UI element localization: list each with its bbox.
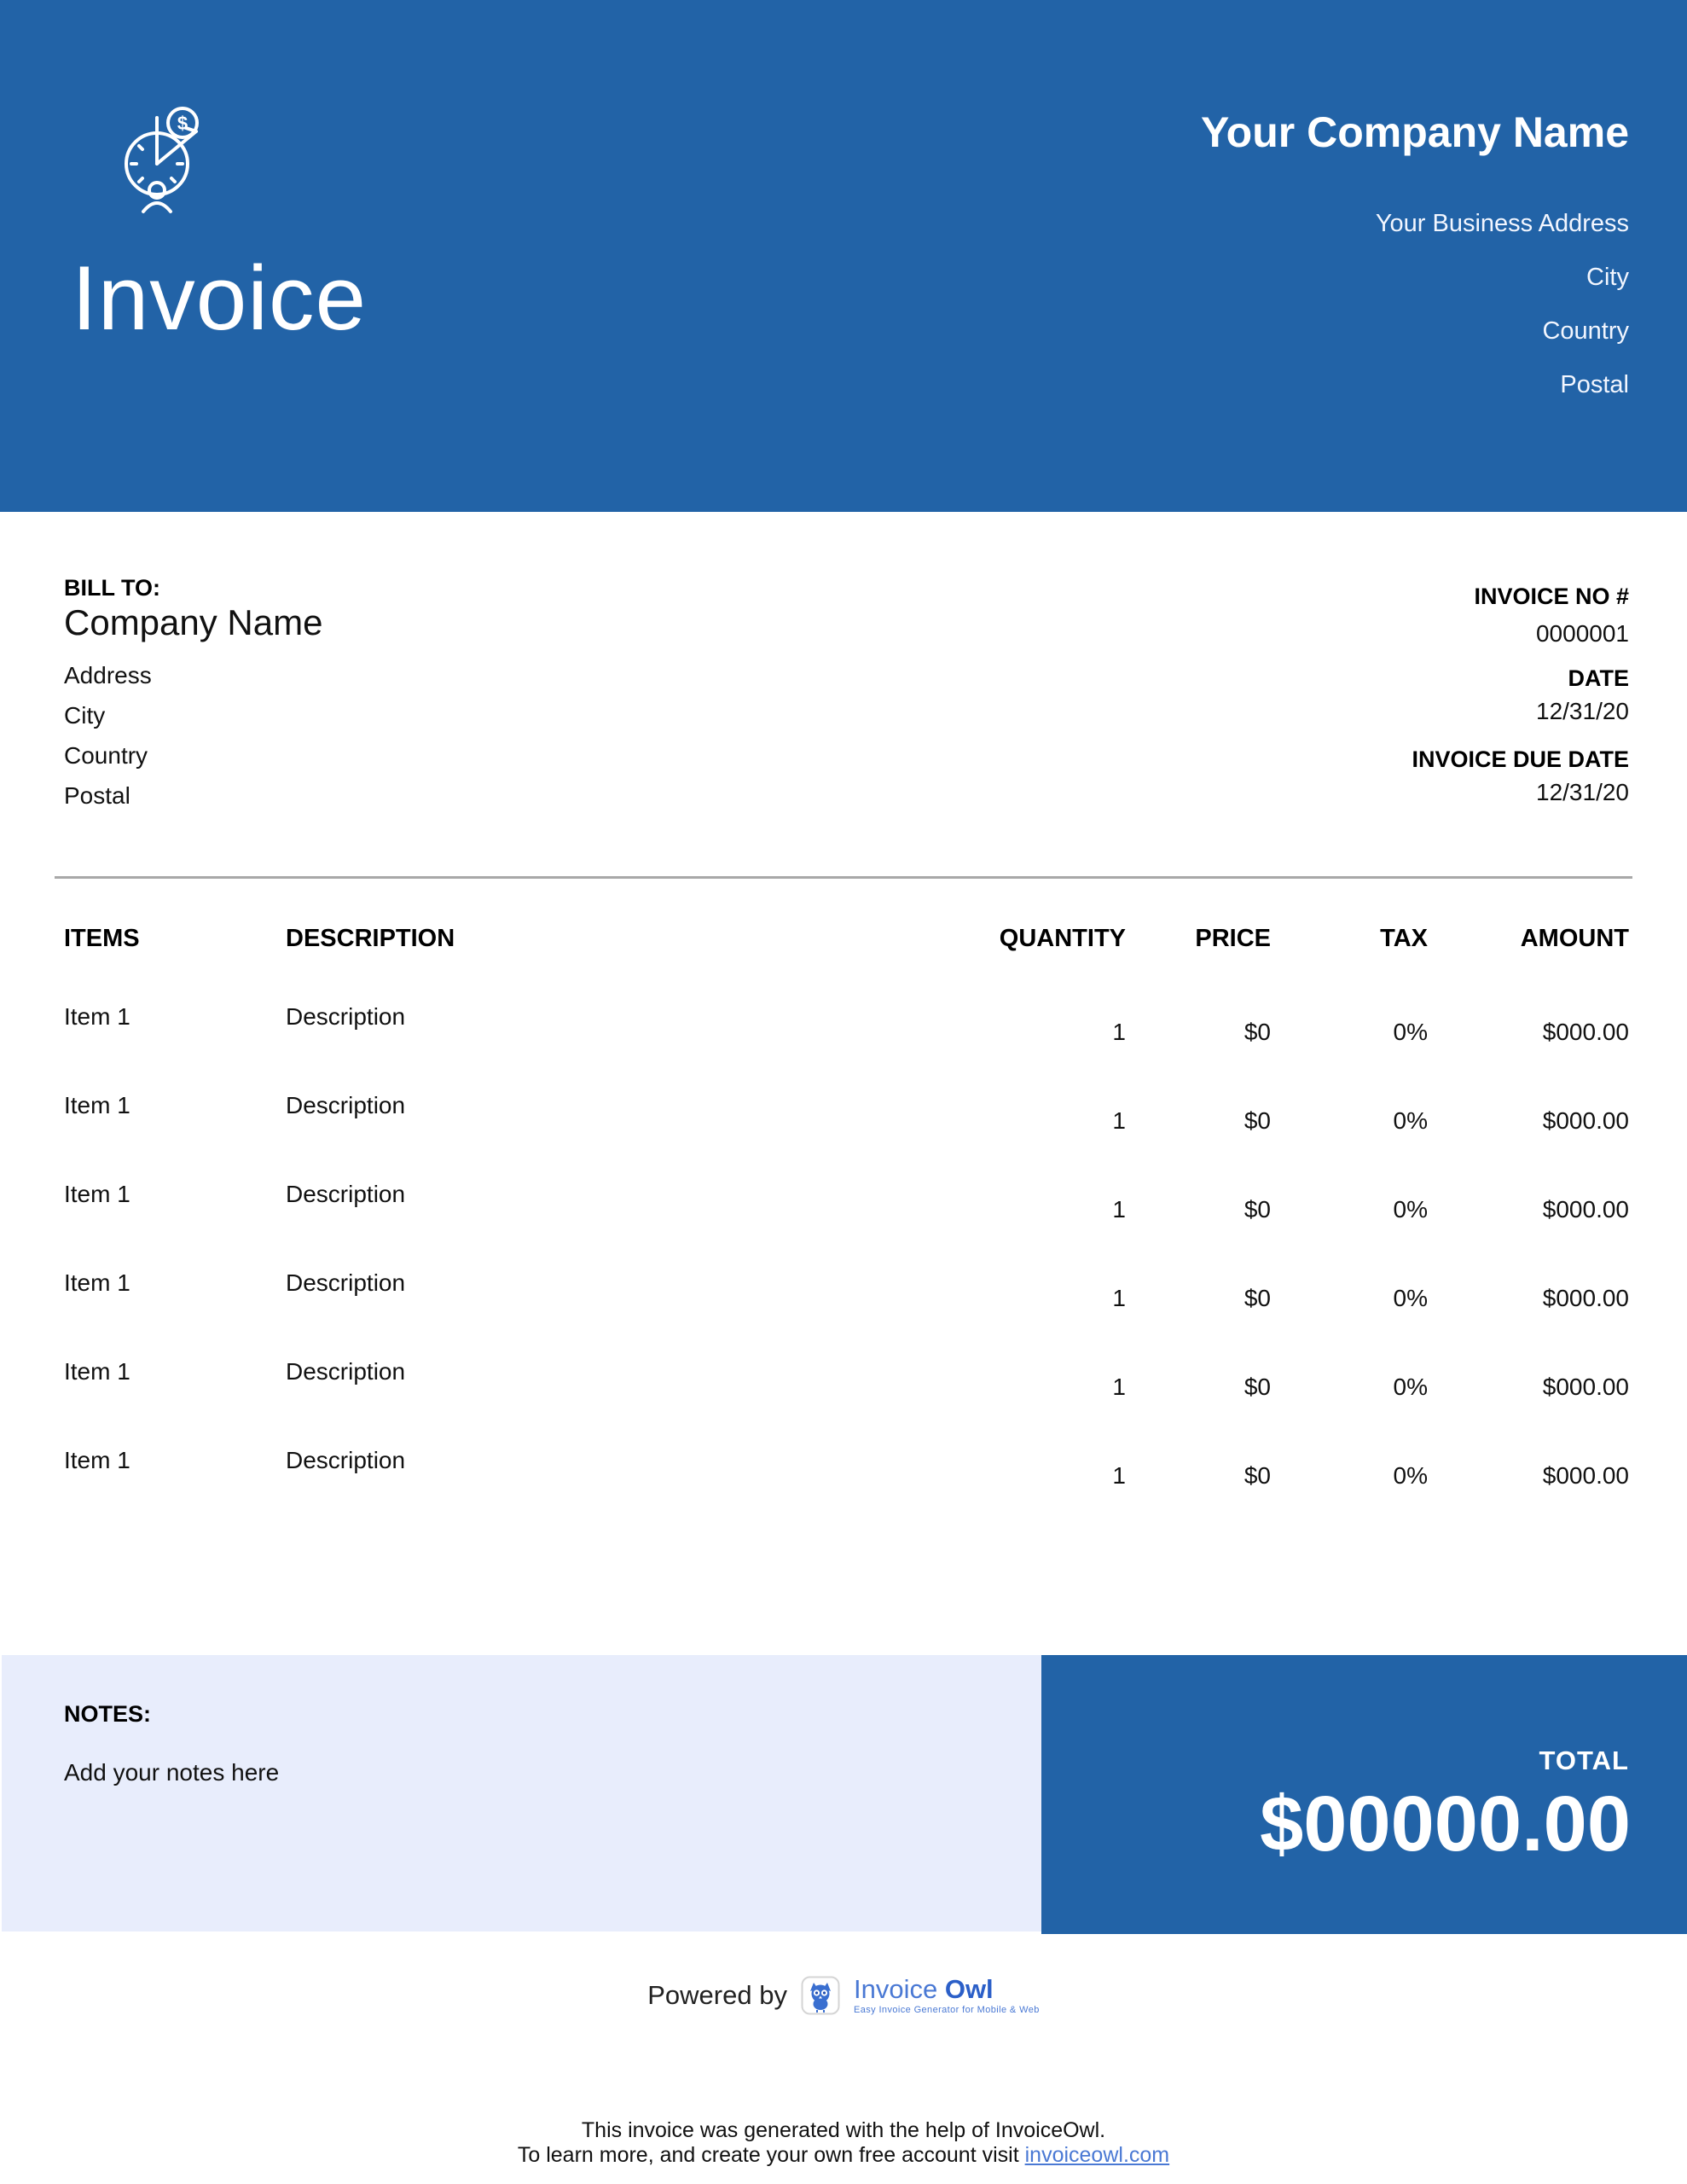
due-date-label: INVOICE DUE DATE bbox=[1412, 746, 1629, 772]
banner: $ Invoice Your Company Name Your Busines… bbox=[0, 0, 1687, 512]
clock-money-person-icon: $ bbox=[125, 107, 199, 213]
row-description: Description bbox=[286, 1358, 406, 1385]
bill-to-postal: Postal bbox=[64, 782, 130, 809]
table-row: Item 1 Description 1 $0 0% $000.00 bbox=[0, 1182, 1687, 1271]
row-quantity: 1 bbox=[1112, 1462, 1126, 1489]
row-item: Item 1 bbox=[64, 1358, 130, 1385]
row-item: Item 1 bbox=[64, 1269, 130, 1296]
table-row: Item 1 Description 1 $0 0% $000.00 bbox=[0, 1360, 1687, 1449]
row-amount: $000.00 bbox=[1542, 1374, 1629, 1400]
total-value: $00000.00 bbox=[1260, 1780, 1631, 1867]
row-tax: 0% bbox=[1393, 1019, 1428, 1045]
row-item: Item 1 bbox=[64, 1003, 130, 1030]
row-description: Description bbox=[286, 1181, 406, 1207]
business-country: Country bbox=[1542, 317, 1629, 345]
bill-to-country: Country bbox=[64, 742, 148, 769]
row-tax: 0% bbox=[1393, 1196, 1428, 1223]
table-row: Item 1 Description 1 $0 0% $000.00 bbox=[0, 1271, 1687, 1360]
row-description: Description bbox=[286, 1447, 406, 1473]
row-quantity: 1 bbox=[1112, 1196, 1126, 1223]
brand-invoice-text: Invoice bbox=[853, 1974, 938, 2004]
row-amount: $000.00 bbox=[1542, 1019, 1629, 1045]
owl-icon bbox=[801, 1976, 840, 2015]
invoiceowl-link[interactable]: invoiceowl.com bbox=[1024, 2143, 1170, 2167]
date-label: DATE bbox=[1568, 665, 1630, 691]
row-amount: $000.00 bbox=[1542, 1462, 1629, 1489]
header-amount: AMOUNT bbox=[1520, 925, 1629, 952]
row-description: Description bbox=[286, 1092, 406, 1118]
footer-line-1: This invoice was generated with the help… bbox=[581, 2118, 1106, 2142]
svg-text:$: $ bbox=[177, 113, 188, 134]
header-quantity: QUANTITY bbox=[999, 925, 1126, 952]
header-tax: TAX bbox=[1380, 925, 1428, 952]
table-row: Item 1 Description 1 $0 0% $000.00 bbox=[0, 1005, 1687, 1094]
row-amount: $000.00 bbox=[1542, 1107, 1629, 1134]
brand-tagline: Easy Invoice Generator for Mobile & Web bbox=[853, 2005, 1040, 2015]
bill-to-label: BILL TO: bbox=[64, 575, 160, 601]
row-tax: 0% bbox=[1393, 1107, 1428, 1134]
invoice-heading: Invoice bbox=[72, 247, 368, 349]
table-row: Item 1 Description 1 $0 0% $000.00 bbox=[0, 1094, 1687, 1182]
row-item: Item 1 bbox=[64, 1447, 130, 1473]
invoice-no-label: INVOICE NO # bbox=[1474, 584, 1629, 609]
business-city: City bbox=[1586, 264, 1629, 291]
footer-line-2-text: To learn more, and create your own free … bbox=[517, 2143, 1025, 2167]
notes-label: NOTES: bbox=[64, 1701, 152, 1727]
date-value: 12/31/20 bbox=[1536, 698, 1629, 724]
due-date-value: 12/31/20 bbox=[1536, 779, 1629, 805]
row-price: $0 bbox=[1244, 1374, 1271, 1400]
bill-to-city: City bbox=[64, 702, 106, 729]
row-price: $0 bbox=[1244, 1196, 1271, 1223]
row-amount: $000.00 bbox=[1542, 1196, 1629, 1223]
row-quantity: 1 bbox=[1112, 1374, 1126, 1400]
row-quantity: 1 bbox=[1112, 1019, 1126, 1045]
row-description: Description bbox=[286, 1003, 406, 1030]
row-price: $0 bbox=[1244, 1462, 1271, 1489]
row-tax: 0% bbox=[1393, 1285, 1428, 1311]
bill-to-address: Address bbox=[64, 662, 152, 688]
row-quantity: 1 bbox=[1112, 1285, 1126, 1311]
total-panel: TOTAL $00000.00 bbox=[1041, 1655, 1687, 1934]
invoiceowl-brand: Invoice Owl Easy Invoice Generator for M… bbox=[854, 1976, 1040, 2015]
row-amount: $000.00 bbox=[1542, 1285, 1629, 1311]
company-name: Your Company Name bbox=[1201, 108, 1629, 156]
row-price: $0 bbox=[1244, 1107, 1271, 1134]
table-header: ITEMS DESCRIPTION QUANTITY PRICE TAX AMO… bbox=[0, 926, 1687, 961]
notes-panel: NOTES: Add your notes here bbox=[2, 1655, 1041, 1931]
footer-line-2: To learn more, and create your own free … bbox=[0, 2143, 1687, 2168]
invoice-no-value: 0000001 bbox=[1535, 620, 1629, 647]
business-address: Your Business Address bbox=[1375, 210, 1629, 237]
table-row: Item 1 Description 1 $0 0% $000.00 bbox=[0, 1449, 1687, 1537]
row-tax: 0% bbox=[1393, 1462, 1428, 1489]
section-divider bbox=[55, 876, 1632, 879]
header-price: PRICE bbox=[1195, 925, 1271, 952]
row-description: Description bbox=[286, 1269, 406, 1296]
header-items: ITEMS bbox=[64, 925, 140, 952]
powered-by-text: Powered by bbox=[647, 1980, 787, 2010]
row-tax: 0% bbox=[1393, 1374, 1428, 1400]
business-postal: Postal bbox=[1560, 371, 1629, 398]
brand-owl-text: Owl bbox=[944, 1974, 994, 2004]
bill-to-company: Company Name bbox=[64, 602, 323, 642]
row-item: Item 1 bbox=[64, 1092, 130, 1118]
row-item: Item 1 bbox=[64, 1181, 130, 1207]
row-price: $0 bbox=[1244, 1285, 1271, 1311]
powered-by-row: Powered by Invoice Owl Easy Invoice Gene… bbox=[0, 1976, 1687, 2015]
total-label: TOTAL bbox=[1539, 1745, 1629, 1775]
row-quantity: 1 bbox=[1112, 1107, 1126, 1134]
notes-text: Add your notes here bbox=[64, 1759, 280, 1786]
row-price: $0 bbox=[1244, 1019, 1271, 1045]
header-description: DESCRIPTION bbox=[286, 925, 455, 952]
